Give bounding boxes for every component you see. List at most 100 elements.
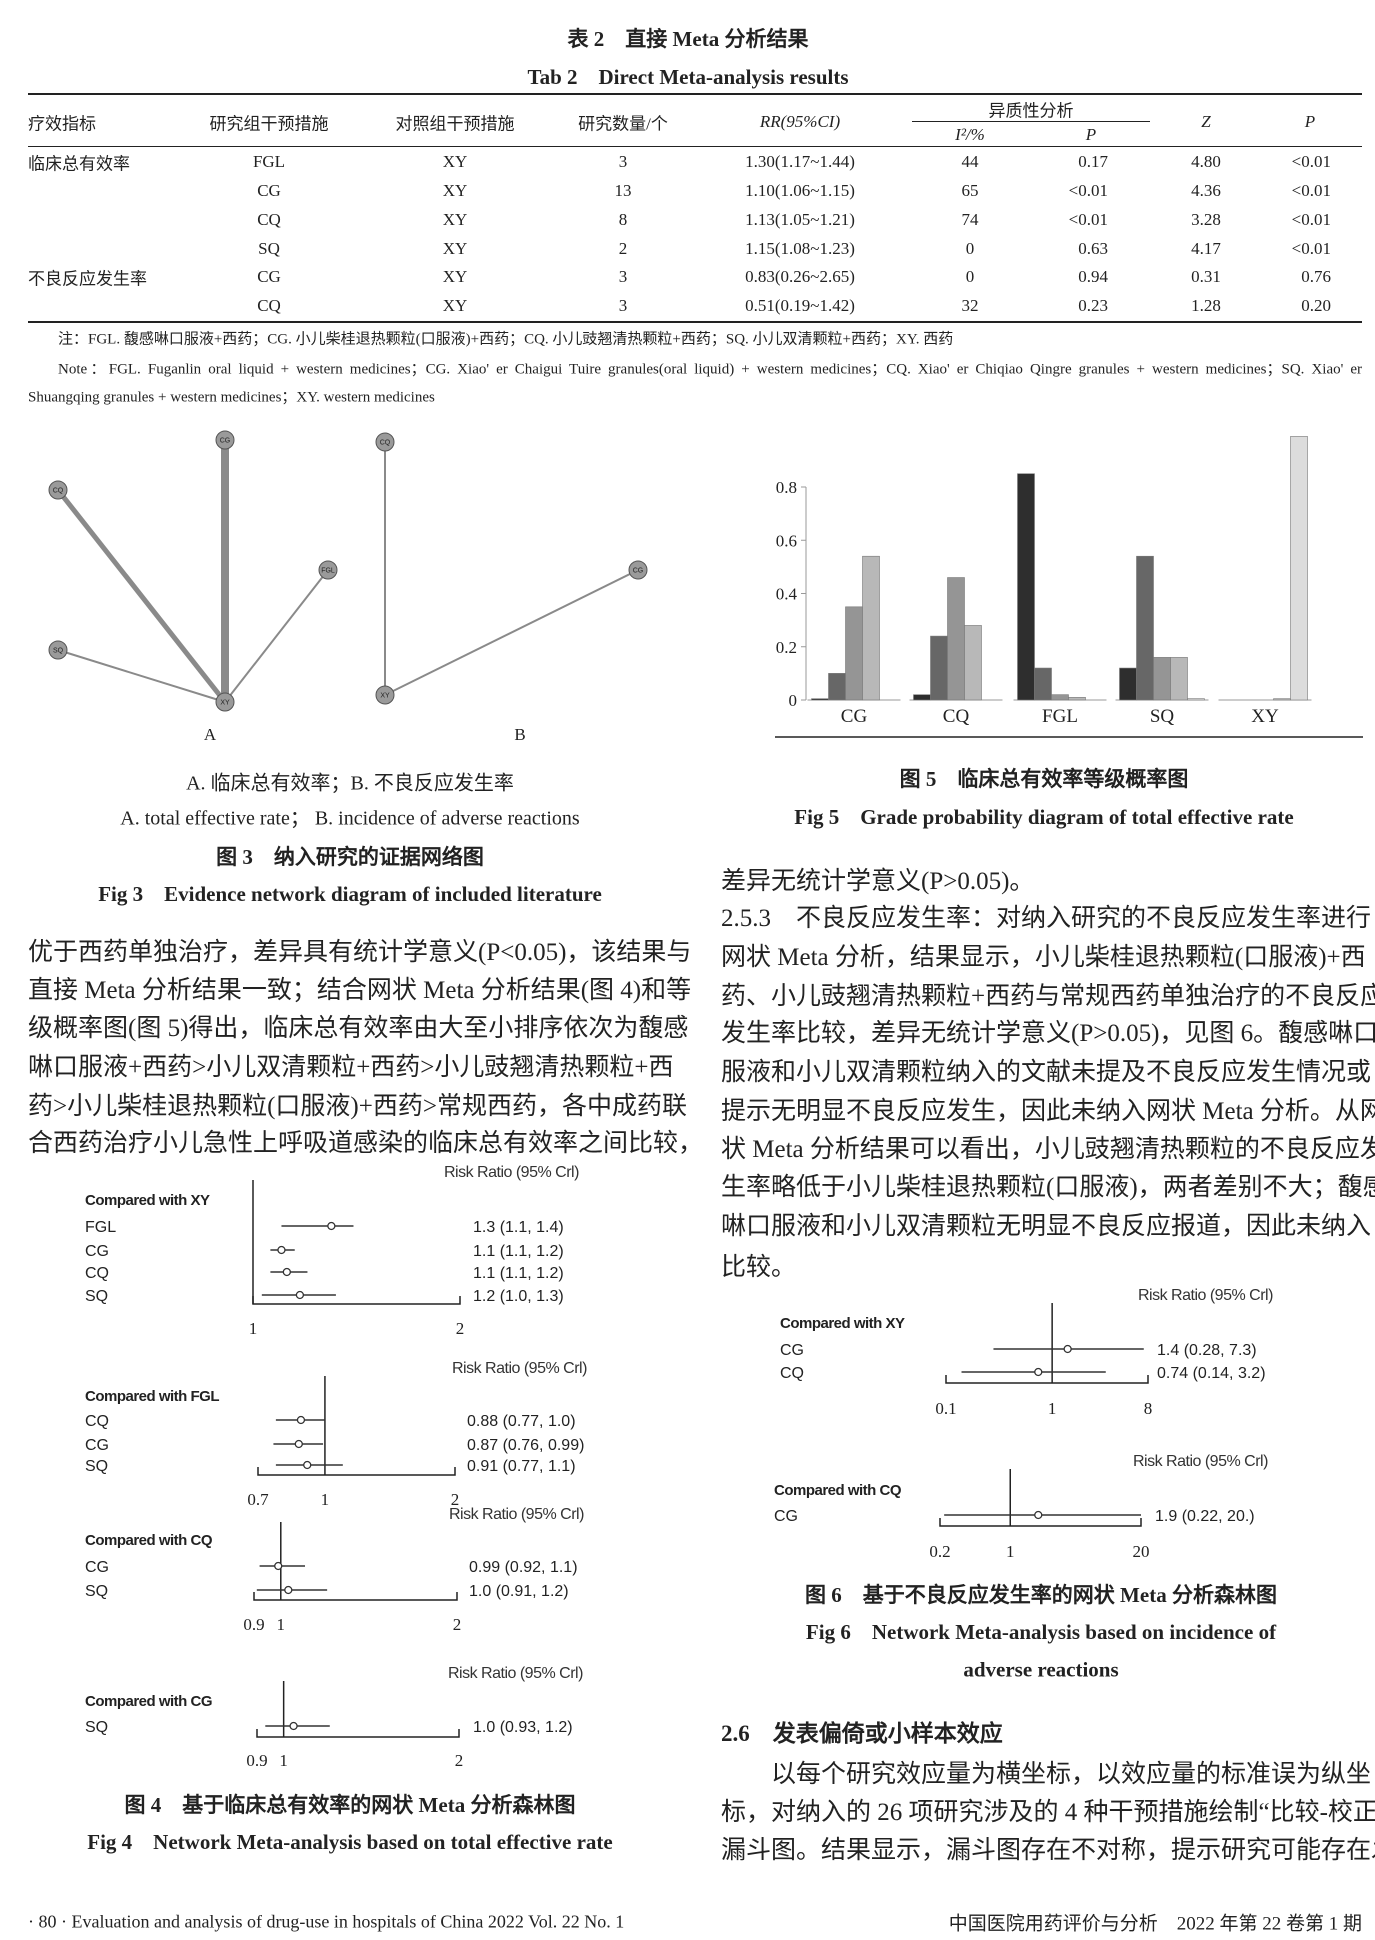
bar-cq-rank-2 — [930, 635, 948, 701]
forest-tick-label: 1 — [1006, 1542, 1015, 1561]
footer-left: · 80 · Evaluation and analysis of drug-u… — [28, 1911, 625, 1932]
text-line: 合西药治疗小儿急性上呼吸道感染的临床总有效率之间比较， — [28, 1130, 704, 1157]
bar-sq-rank-4 — [1170, 657, 1188, 701]
forest-point-estimate — [282, 1267, 291, 1277]
network-node-label: CQ — [53, 488, 64, 495]
cell-i2: 65 — [961, 181, 979, 200]
forest-row-label: CG — [774, 1508, 798, 1525]
text-line: 提示无明显不良反应发生，因此未纳入网状 Meta 分析。从网 — [721, 1098, 1375, 1125]
cell-p-het: 0.94 — [1078, 267, 1108, 286]
forest-header: Risk Ratio (95% Crl) — [452, 1360, 587, 1377]
bar-cq-rank-4 — [964, 625, 982, 701]
network-node — [215, 430, 235, 450]
forest-point-estimate — [296, 1415, 306, 1425]
forest-x-axis — [252, 1296, 461, 1305]
x-tick-label: CG — [841, 706, 868, 727]
cell-i2: 44 — [961, 152, 979, 171]
text-line: 药、小儿豉翘清热颗粒+西药与常规西药单独治疗的不良反应 — [721, 983, 1375, 1010]
forest-tick-label: 1 — [277, 1615, 286, 1634]
cell-z: 3.28 — [1191, 210, 1221, 229]
cell-p-het: 0.63 — [1078, 239, 1108, 258]
table-title-cn: 表 2 直接 Meta 分析结果 — [567, 27, 809, 51]
text-line: 生率略低于小儿柴桂退热颗粒(口服液)，两者差别不大；馥感 — [721, 1174, 1375, 1201]
table-title-en: Tab 2 Direct Meta-analysis results — [527, 65, 849, 89]
cell-rr: 0.83(0.26~2.65) — [745, 267, 855, 286]
network-node-label: XY — [220, 700, 230, 707]
header-p-het: P — [1085, 125, 1097, 144]
forest-x-axis — [256, 1729, 460, 1738]
cell-study: CQ — [257, 296, 281, 315]
cell-z: 4.36 — [1191, 181, 1221, 200]
y-tick-label: 0.4 — [776, 585, 798, 604]
cell-control: XY — [442, 152, 468, 171]
bar-fgl-rank-3 — [1051, 694, 1069, 701]
footer-right: 中国医院用药评价与分析 2022 年第 22 卷第 1 期 — [948, 1913, 1362, 1935]
bar-cg-rank-3 — [845, 606, 863, 701]
forest-tick-label: 2 — [455, 1751, 464, 1770]
cell-p: 0.20 — [1301, 296, 1331, 315]
forest-value: 1.9 (0.22, 20.) — [1155, 1508, 1255, 1525]
forest-point-estimate — [1034, 1367, 1043, 1377]
network-node — [375, 432, 395, 452]
forest-x-axis — [945, 1375, 1149, 1384]
cell-p: <0.01 — [1291, 210, 1331, 229]
forest-row-label: SQ — [85, 1719, 108, 1736]
header-i2: I²/% — [955, 125, 985, 144]
section-2-6-heading: 2.6 发表偏倚或小样本效应 — [721, 1721, 1003, 1746]
fig6-caption-cn: 图 6 基于不良反应发生率的网状 Meta 分析森林图 — [805, 1583, 1277, 1607]
header-study-group: 研究组干预措施 — [209, 114, 329, 134]
x-tick-label: CQ — [943, 706, 970, 727]
text-line: 级概率图(图 5)得出，临床总有效率由大至小排序依次为馥感 — [28, 1015, 689, 1042]
header-n-studies: 研究数量/个 — [578, 114, 668, 134]
header-heterogeneity: 异质性分析 — [988, 101, 1074, 121]
forest-tick-label: 8 — [1144, 1399, 1153, 1418]
forest-row-label: CG — [85, 1437, 109, 1454]
fig3-panel-a-label: A — [203, 725, 217, 744]
forest-comparator: Compared with CQ — [85, 1532, 213, 1549]
cell-z: 1.28 — [1191, 296, 1221, 315]
forest-value: 1.1 (1.1, 1.2) — [473, 1265, 564, 1282]
forest-value: 0.74 (0.14, 3.2) — [1157, 1365, 1266, 1382]
network-node-label: FGL — [321, 568, 335, 575]
bar-xy-rank-4 — [1273, 698, 1291, 701]
cell-i2: 32 — [961, 296, 979, 315]
cell-rr: 1.15(1.08~1.23) — [745, 239, 855, 258]
text-line: 服液和小儿双清颗粒纳入的文献未提及不良反应发生情况或 — [721, 1059, 1372, 1086]
cell-control: XY — [442, 296, 468, 315]
cell-p: <0.01 — [1291, 239, 1331, 258]
network-node — [48, 480, 68, 500]
text-line: 比较。 — [721, 1254, 797, 1281]
forest-tick-label: 1 — [279, 1751, 288, 1770]
forest-tick-label: 0.7 — [247, 1490, 269, 1509]
forest-value: 0.99 (0.92, 1.1) — [469, 1559, 578, 1576]
header-z: Z — [1201, 112, 1211, 131]
network-edge — [57, 649, 226, 703]
bar-sq-rank-3 — [1153, 657, 1171, 701]
cell-n: 2 — [618, 239, 628, 258]
cell-n: 13 — [614, 181, 632, 200]
text-line: 啉口服液+西药>小儿双清颗粒+西药>小儿豉翘清热颗粒+西 — [28, 1054, 674, 1081]
text-line: 网状 Meta 分析，结果显示，小儿柴桂退热颗粒(口服液)+西 — [721, 944, 1366, 971]
section-2-6-line: 标，对纳入的 26 项研究涉及的 4 种干预措施绘制“比较-校正” — [721, 1799, 1375, 1826]
forest-tick-label: 1 — [321, 1490, 330, 1509]
x-tick-label: FGL — [1042, 706, 1078, 727]
forest-point-estimate — [274, 1561, 283, 1571]
cell-rr: 0.51(0.19~1.42) — [745, 296, 855, 315]
cell-n: 3 — [618, 267, 628, 286]
forest-comparator: Compared with XY — [85, 1192, 210, 1209]
header-p: P — [1304, 112, 1316, 131]
bar-sq-rank-2 — [1136, 555, 1154, 701]
cell-p: <0.01 — [1291, 181, 1331, 200]
network-node-label: CG — [633, 568, 644, 575]
forest-value: 1.0 (0.91, 1.2) — [469, 1583, 569, 1600]
forest-header: Risk Ratio (95% Crl) — [1133, 1453, 1268, 1470]
cell-n: 3 — [618, 152, 628, 171]
network-edge — [56, 488, 227, 704]
text-line: 药>小儿柴桂退热颗粒(口服液)+西药>常规西药，各中成药联 — [28, 1093, 687, 1120]
cell-study: CQ — [257, 210, 281, 229]
forest-tick-label: 0.9 — [246, 1751, 267, 1770]
section-2-6-line: 漏斗图。结果显示，漏斗图存在不对称，提示研究可能存在发 — [721, 1837, 1375, 1864]
cell-p-het: <0.01 — [1068, 210, 1108, 229]
forest-row-label: CG — [85, 1243, 109, 1260]
forest-tick-label: 0.1 — [935, 1399, 956, 1418]
